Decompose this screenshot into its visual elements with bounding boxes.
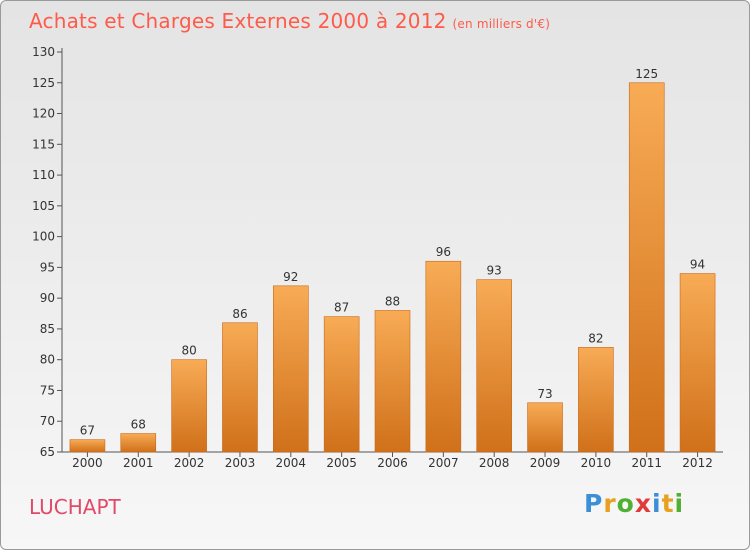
x-tick-label-2004: 2004 <box>276 456 307 470</box>
y-tick-label: 75 <box>40 383 55 397</box>
bar-2008 <box>476 279 512 453</box>
data-label-2006: 88 <box>385 294 400 308</box>
y-tick-label: 120 <box>32 107 55 121</box>
data-label-2008: 93 <box>487 264 502 278</box>
y-tick-label: 70 <box>40 414 55 428</box>
logo-letter: r <box>603 489 617 518</box>
bar-2007 <box>425 260 462 453</box>
x-tick-label-2000: 2000 <box>72 456 103 470</box>
x-tick-label-2012: 2012 <box>682 456 713 470</box>
y-tick-label: 130 <box>32 45 55 59</box>
y-tick-label: 80 <box>40 353 55 367</box>
data-label-2010: 82 <box>588 331 603 345</box>
y-tick-label: 125 <box>32 76 55 90</box>
logo-letter: i <box>674 489 685 518</box>
bar-2001 <box>120 433 157 453</box>
bar-2012 <box>679 273 716 453</box>
bar-2009 <box>527 402 563 453</box>
y-tick-label: 95 <box>40 260 55 274</box>
data-label-2004: 92 <box>283 270 298 284</box>
bar-2003 <box>222 322 258 453</box>
x-tick-label-2002: 2002 <box>174 456 205 470</box>
x-tick-label-2003: 2003 <box>225 456 256 470</box>
bar-2000 <box>69 439 106 453</box>
data-label-2002: 80 <box>181 344 196 358</box>
y-tick-label: 65 <box>40 445 55 459</box>
data-label-2007: 96 <box>436 245 451 259</box>
y-tick-label: 105 <box>32 199 55 213</box>
logo-letter: P <box>584 489 604 518</box>
chart-labels: 67 68 80 86 92 87 88 96 93 73 82 125 94 <box>80 67 705 438</box>
x-tick-label-2010: 2010 <box>581 456 612 470</box>
chart-unit: (en milliers d'€) <box>452 17 551 31</box>
chart-bars <box>69 82 716 453</box>
bar-2002 <box>171 359 207 453</box>
y-tick-label: 115 <box>32 137 55 151</box>
chart-title: Achats et Charges Externes 2000 à 2012 (e… <box>29 9 550 33</box>
logo-letter: t <box>661 489 675 518</box>
x-tick-label-2011: 2011 <box>631 456 662 470</box>
data-label-2000: 67 <box>80 424 95 438</box>
x-tick-label-2005: 2005 <box>326 456 357 470</box>
x-tick-label-2007: 2007 <box>428 456 459 470</box>
bar-2004 <box>273 285 309 453</box>
y-tick-label: 110 <box>32 168 55 182</box>
data-label-2009: 73 <box>537 387 552 401</box>
logo-letter: o <box>616 489 635 518</box>
x-tick-label-2009: 2009 <box>530 456 561 470</box>
bar-2005 <box>323 316 360 453</box>
data-label-2011: 125 <box>635 67 658 81</box>
data-label-2001: 68 <box>131 418 146 432</box>
bar-2006 <box>374 310 411 453</box>
data-label-2005: 87 <box>334 301 349 315</box>
x-tick-label-2008: 2008 <box>479 456 510 470</box>
logo-letter: i <box>652 489 662 518</box>
x-tick-label-2001: 2001 <box>123 456 154 470</box>
chart-axes: 65 70 75 80 85 90 95 100 105 110 115 120 125 130 2000 2… <box>32 45 723 470</box>
place-name: LUCHAPT <box>29 495 121 519</box>
data-label-2012: 94 <box>690 258 705 272</box>
chart-title-text: Achats et Charges Externes 2000 à 2012 <box>29 9 447 33</box>
x-tick-label-2006: 2006 <box>377 456 408 470</box>
y-tick-label: 85 <box>40 322 55 336</box>
y-tick-label: 90 <box>40 291 55 305</box>
bar-2011 <box>628 82 665 453</box>
logo-letter: x <box>634 489 652 518</box>
proxiti-logo: Proxiti <box>584 489 684 518</box>
data-label-2003: 86 <box>232 307 247 321</box>
bar-2010 <box>578 347 614 453</box>
y-tick-label: 100 <box>32 230 55 244</box>
